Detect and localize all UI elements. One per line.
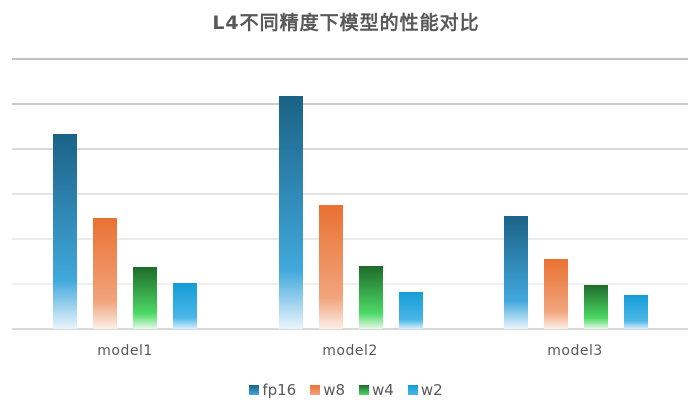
- legend-label: fp16: [262, 381, 297, 399]
- bar-model3-fp16: [504, 216, 528, 329]
- bar-model3-w2: [624, 294, 648, 329]
- gridline: [12, 103, 688, 105]
- legend-swatch-icon: [249, 385, 260, 395]
- gridline: [12, 238, 688, 240]
- legend-item-w4: w4: [359, 381, 394, 399]
- gridline: [12, 148, 688, 150]
- bar-model2-w8: [319, 204, 343, 329]
- legend: fp16 w8 w4 w2: [0, 381, 692, 399]
- legend-item-w2: w2: [407, 381, 443, 399]
- bar-model2-w4: [359, 266, 383, 329]
- bar-model1-fp16: [53, 134, 77, 329]
- gridline: [12, 283, 688, 285]
- bar-model1-w2: [173, 283, 197, 329]
- x-axis-label: model1: [97, 343, 153, 359]
- x-axis-label: model3: [547, 343, 603, 359]
- chart-title: L4不同精度下模型的性能对比: [212, 12, 480, 34]
- plot-area: [12, 58, 688, 330]
- x-axis-label: model2: [322, 343, 378, 359]
- bar-model1-w8: [93, 217, 117, 329]
- legend-item-w8: w8: [310, 381, 345, 399]
- bar-model3-w4: [584, 284, 608, 329]
- legend-label: w4: [372, 381, 394, 399]
- legend-swatch-icon: [310, 385, 321, 395]
- bar-model2-w2: [399, 292, 423, 329]
- legend-label: w2: [420, 381, 443, 399]
- gridline: [12, 58, 688, 60]
- legend-item-fp16: fp16: [249, 381, 296, 399]
- x-axis-baseline: [12, 328, 688, 330]
- gridline: [12, 193, 688, 195]
- legend-swatch-icon: [407, 385, 418, 395]
- bar-model3-w8: [544, 258, 568, 329]
- legend-label: w8: [323, 381, 346, 399]
- bar-model1-w4: [133, 266, 157, 329]
- legend-swatch-icon: [359, 385, 370, 395]
- bar-model2-fp16: [279, 95, 303, 329]
